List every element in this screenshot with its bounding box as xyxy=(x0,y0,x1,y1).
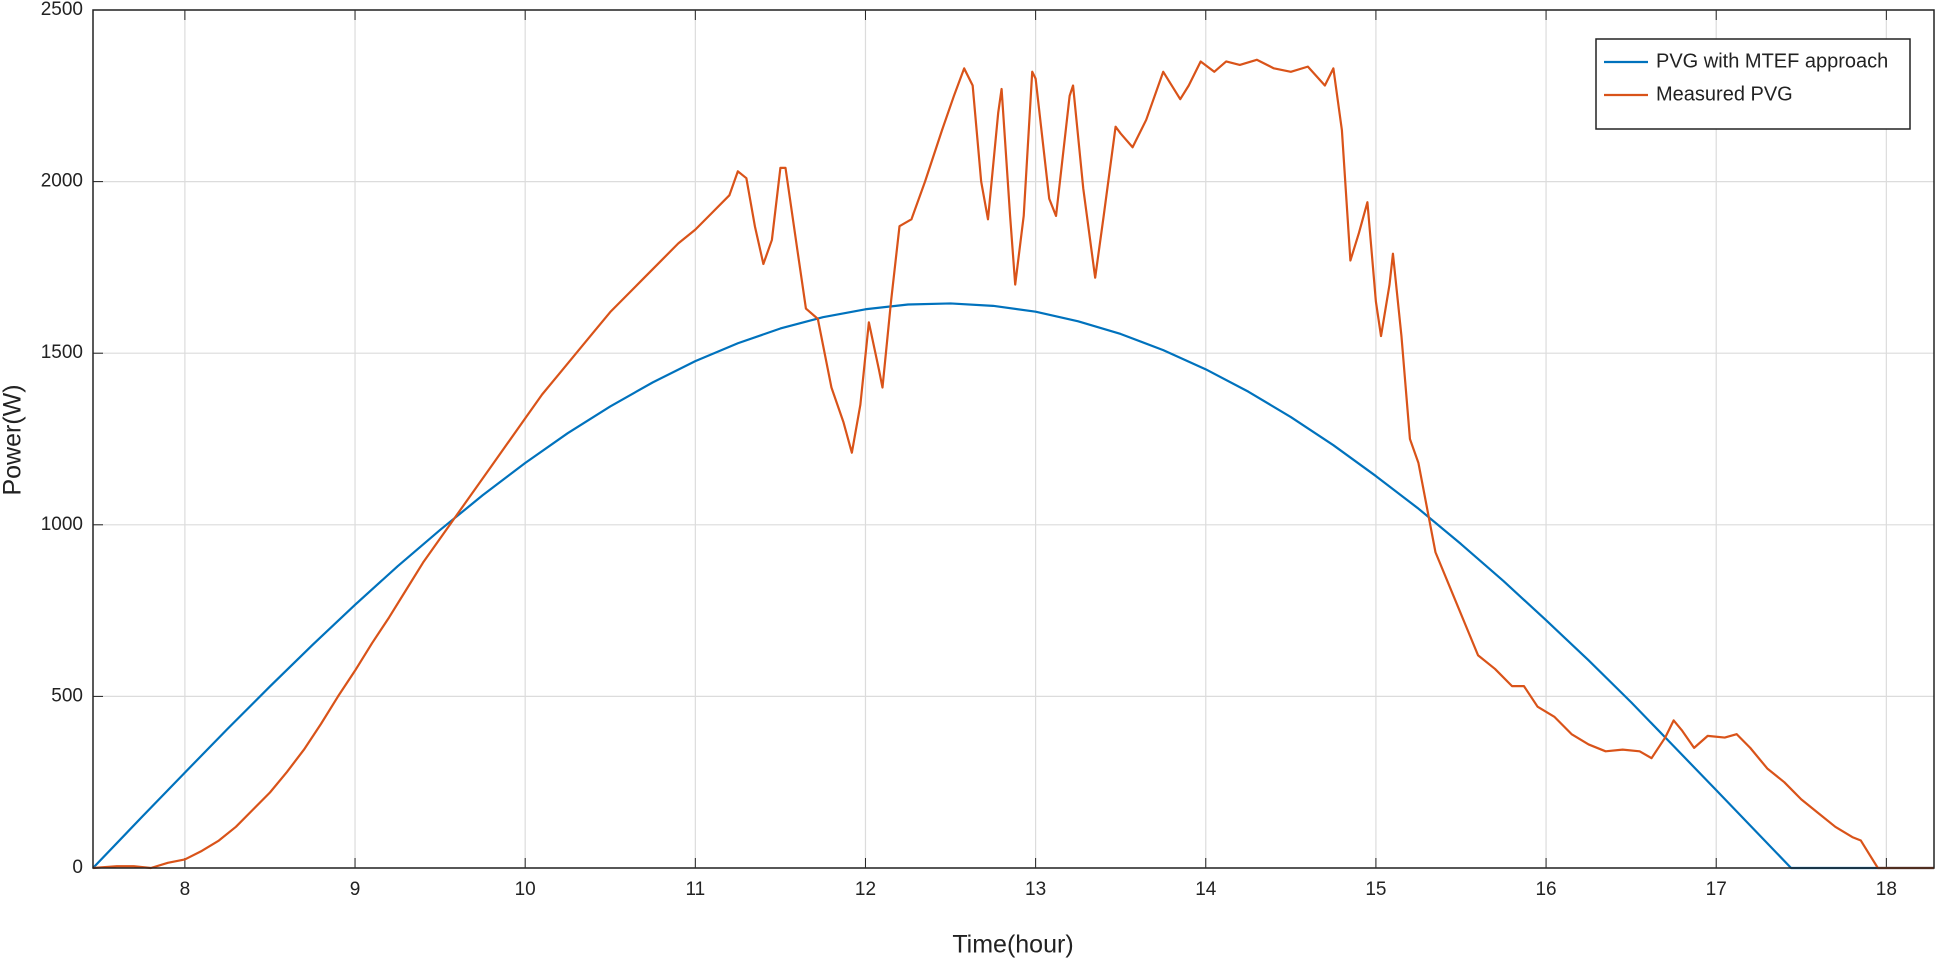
series-line xyxy=(92,58,1934,870)
x-tick-label: 13 xyxy=(1025,879,1046,900)
x-axis-label: Time(hour) xyxy=(952,931,1073,959)
series-line xyxy=(92,302,1934,870)
x-tick-label: 10 xyxy=(515,879,536,900)
x-tick-label: 15 xyxy=(1365,879,1386,900)
x-tick-label: 11 xyxy=(685,879,705,900)
x-tick-label: 14 xyxy=(1195,879,1217,900)
legend-label: Measured PVG xyxy=(1656,83,1793,105)
y-axis-label: Power(W) xyxy=(0,384,27,495)
x-tick-label: 18 xyxy=(1876,879,1897,900)
x-tick-label: 12 xyxy=(855,879,876,900)
x-tick-label: 9 xyxy=(350,879,361,900)
x-tick-label: 8 xyxy=(180,879,191,900)
x-tick-label: 16 xyxy=(1535,879,1556,900)
y-tick-label: 0 xyxy=(72,857,83,878)
axes-box xyxy=(92,9,1935,869)
y-tick-label: 2000 xyxy=(41,171,83,192)
legend-box xyxy=(1595,38,1911,130)
x-tick-label: 17 xyxy=(1706,879,1727,900)
y-tick-label: 1000 xyxy=(41,514,83,535)
y-tick-label: 1500 xyxy=(41,342,83,363)
legend-label: PVG with MTEF approach xyxy=(1656,50,1888,72)
plot-area xyxy=(93,10,1934,868)
y-tick-label: 2500 xyxy=(41,0,83,20)
y-tick-label: 500 xyxy=(51,685,83,706)
